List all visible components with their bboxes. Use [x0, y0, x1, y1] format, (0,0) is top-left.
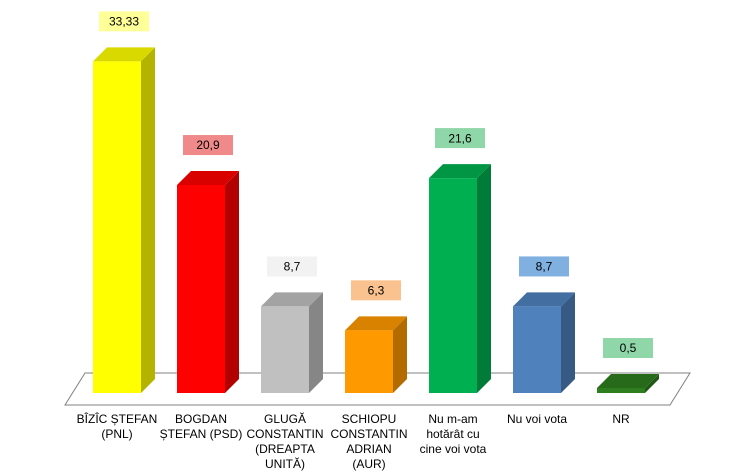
value-label: 6,3	[368, 283, 385, 297]
bar-side	[141, 47, 155, 393]
bar	[513, 292, 575, 393]
category-label: SCHIOPU CONSTANTIN ADRIAN (AUR)	[330, 412, 408, 471]
value-label-box	[99, 11, 149, 32]
category-label: BÎZÎC ȘTEFAN (PNL)	[76, 412, 158, 441]
bar-top	[177, 171, 239, 186]
bar-top	[345, 316, 407, 331]
bar	[93, 47, 155, 393]
category-label: Nu m-am hotărât cu cine voi vota	[419, 412, 487, 456]
bar-top	[93, 47, 155, 62]
bar-front	[597, 388, 645, 393]
value-label: 33,33	[109, 15, 139, 29]
value-label: 8,7	[284, 260, 301, 274]
bar-side	[477, 164, 491, 393]
bar-front	[345, 330, 393, 393]
bar	[177, 171, 239, 393]
value-label-box	[351, 280, 401, 301]
bar-front	[93, 61, 141, 393]
bar-side	[393, 316, 407, 393]
bar	[261, 292, 323, 393]
bar	[345, 316, 407, 393]
bar	[597, 374, 659, 393]
bar-top	[429, 164, 491, 179]
value-label: 21,6	[448, 131, 472, 145]
category-label: NR	[612, 412, 630, 426]
category-label: GLUGĂ CONSTANTIN (DREAPTA UNITĂ)	[246, 412, 324, 471]
bar-side	[309, 292, 323, 393]
bar-top	[513, 292, 575, 307]
bar	[429, 164, 491, 393]
bar-side	[225, 171, 239, 393]
bar-side	[561, 292, 575, 393]
bar-top	[261, 292, 323, 307]
bar-side	[645, 374, 659, 393]
value-label-box	[435, 128, 485, 149]
bar-front	[429, 178, 477, 393]
value-label-box	[183, 135, 233, 156]
bar-front	[177, 185, 225, 393]
value-label-box	[519, 256, 569, 277]
value-label-box	[267, 256, 317, 277]
value-label: 0,5	[620, 341, 637, 355]
bar-front	[261, 306, 309, 393]
bar-front	[513, 306, 561, 393]
category-label: Nu voi vota	[506, 412, 568, 426]
bar-top	[597, 374, 659, 389]
value-label: 8,7	[536, 260, 553, 274]
value-label: 20,9	[196, 138, 220, 152]
category-label: BOGDAN ȘTEFAN (PSD)	[159, 412, 243, 441]
value-label-box	[603, 338, 653, 359]
